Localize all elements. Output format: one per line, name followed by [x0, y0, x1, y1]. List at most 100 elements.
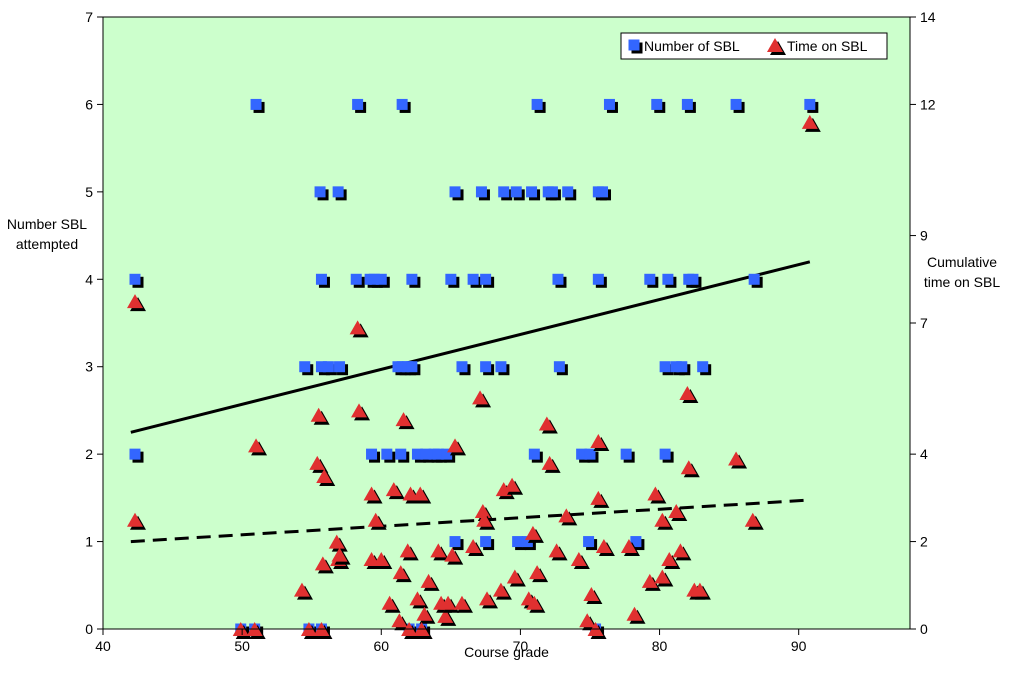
time-on-sbl-point	[316, 469, 333, 483]
time-on-sbl-point	[558, 508, 575, 523]
time-on-sbl-point	[399, 543, 416, 558]
time-on-sbl-point	[661, 552, 678, 567]
number-of-sbl-point	[592, 273, 604, 285]
number-of-sbl-point	[630, 536, 642, 548]
time-on-sbl-point	[541, 455, 558, 470]
number-of-sbl-point	[687, 273, 699, 285]
time-on-sbl-point	[392, 565, 409, 580]
number-of-sbl-point	[510, 186, 522, 198]
time-on-sbl-point	[620, 538, 637, 553]
legend-box	[620, 32, 888, 60]
time-on-sbl-point	[420, 573, 437, 588]
number-of-sbl-point	[651, 98, 663, 110]
time-on-sbl-point	[309, 455, 326, 470]
time-on-sbl-point	[492, 582, 509, 597]
number-of-sbl-point	[681, 98, 693, 110]
time-on-sbl-point	[691, 582, 708, 597]
number-of-sbl-point	[314, 186, 326, 198]
time-on-sbl-point	[331, 547, 348, 562]
number-of-sbl-point	[315, 361, 327, 373]
number-of-sbl-point	[512, 536, 524, 548]
number-of-sbl-point	[526, 186, 538, 198]
number-of-sbl-point	[521, 536, 533, 548]
number-of-sbl-point	[322, 361, 334, 373]
number-of-sbl-point	[456, 361, 468, 373]
number-of-sbl-point	[644, 273, 656, 285]
number-of-sbl-point	[659, 361, 671, 373]
number-of-sbl-point	[495, 361, 507, 373]
time-on-sbl-point	[524, 525, 541, 540]
y-left-tick-label: 5	[85, 184, 93, 200]
number-of-sbl-point	[449, 186, 461, 198]
number-of-sbl-point	[350, 273, 362, 285]
number-of-sbl-point	[467, 273, 479, 285]
time-on-sbl-point	[328, 534, 345, 549]
legend-triangle-marker	[767, 38, 783, 52]
time-on-sbl-point	[416, 606, 433, 621]
number-trendline	[130, 260, 811, 434]
y-left-axis-title-line: Number SBL	[7, 216, 87, 232]
time-on-sbl-point	[654, 512, 671, 527]
time-on-sbl-point	[465, 538, 482, 553]
y-left-axis-title: Number SBL attempted	[7, 216, 87, 252]
x-tick-label: 80	[652, 638, 668, 654]
y-right-tick-label: 0	[920, 621, 928, 637]
time-on-sbl-point	[504, 477, 521, 492]
number-of-sbl-point	[480, 361, 492, 373]
time-on-sbl-point	[728, 451, 745, 466]
time-on-sbl-point	[472, 390, 489, 405]
number-of-sbl-point	[299, 361, 311, 373]
legend: Number of SBL Time on SBL	[620, 32, 888, 60]
time-on-sbl-point	[310, 407, 327, 422]
number-of-sbl-point	[480, 273, 492, 285]
y-right-tick-label: 7	[920, 315, 928, 331]
number-of-sbl-point	[748, 273, 760, 285]
time-on-sbl-point	[647, 486, 664, 501]
time-on-sbl-point	[529, 565, 546, 580]
number-of-sbl-point	[475, 186, 487, 198]
time-on-sbl-point	[440, 595, 457, 610]
number-of-sbl-point	[395, 448, 407, 460]
y-left-tick-label: 6	[85, 96, 93, 112]
time-on-sbl-point	[801, 114, 818, 129]
number-of-sbl-point	[315, 273, 327, 285]
legend-label-time: Time on SBL	[787, 38, 868, 54]
number-of-sbl-point	[129, 448, 141, 460]
number-of-sbl-point	[583, 536, 595, 548]
y-right-axis-title: Cumulative time on SBL	[924, 254, 1000, 290]
number-of-sbl-point	[129, 273, 141, 285]
y-right-tick-label: 4	[920, 446, 928, 462]
x-tick-label: 40	[95, 638, 111, 654]
time-on-sbl-series	[127, 114, 821, 639]
time-on-sbl-point	[349, 320, 366, 335]
number-of-sbl-point	[396, 361, 408, 373]
time-on-sbl-point	[127, 512, 144, 527]
number-of-sbl-point	[420, 448, 432, 460]
y-right-axis-title-line: Cumulative	[927, 254, 997, 270]
legend-square-marker	[628, 39, 640, 51]
y-right-tick-label: 9	[920, 228, 928, 244]
time-on-sbl-point	[395, 412, 412, 427]
plot-area	[102, 16, 911, 630]
time-on-sbl-point	[476, 512, 493, 527]
time-on-sbl-point	[430, 543, 447, 558]
y-left-tick-label: 7	[85, 9, 93, 25]
time-on-sbl-point	[367, 512, 384, 527]
time-on-sbl-point	[538, 416, 555, 431]
number-of-sbl-point	[432, 448, 444, 460]
time-on-sbl-point	[595, 538, 612, 553]
time-on-sbl-point	[437, 608, 454, 623]
number-of-sbl-point	[406, 361, 418, 373]
y-left-tick-label: 4	[85, 271, 93, 287]
time-on-sbl-point	[447, 438, 464, 453]
time-on-sbl-point	[626, 606, 643, 621]
y-right-tick-label: 2	[920, 534, 928, 550]
time-on-sbl-point	[127, 294, 144, 309]
number-of-sbl-point	[449, 536, 461, 548]
time-on-sbl-point	[453, 595, 470, 610]
number-of-sbl-point	[498, 186, 510, 198]
time-on-sbl-point	[672, 543, 689, 558]
y-left-axis-title-line: attempted	[16, 236, 78, 252]
x-tick-label: 50	[234, 638, 250, 654]
